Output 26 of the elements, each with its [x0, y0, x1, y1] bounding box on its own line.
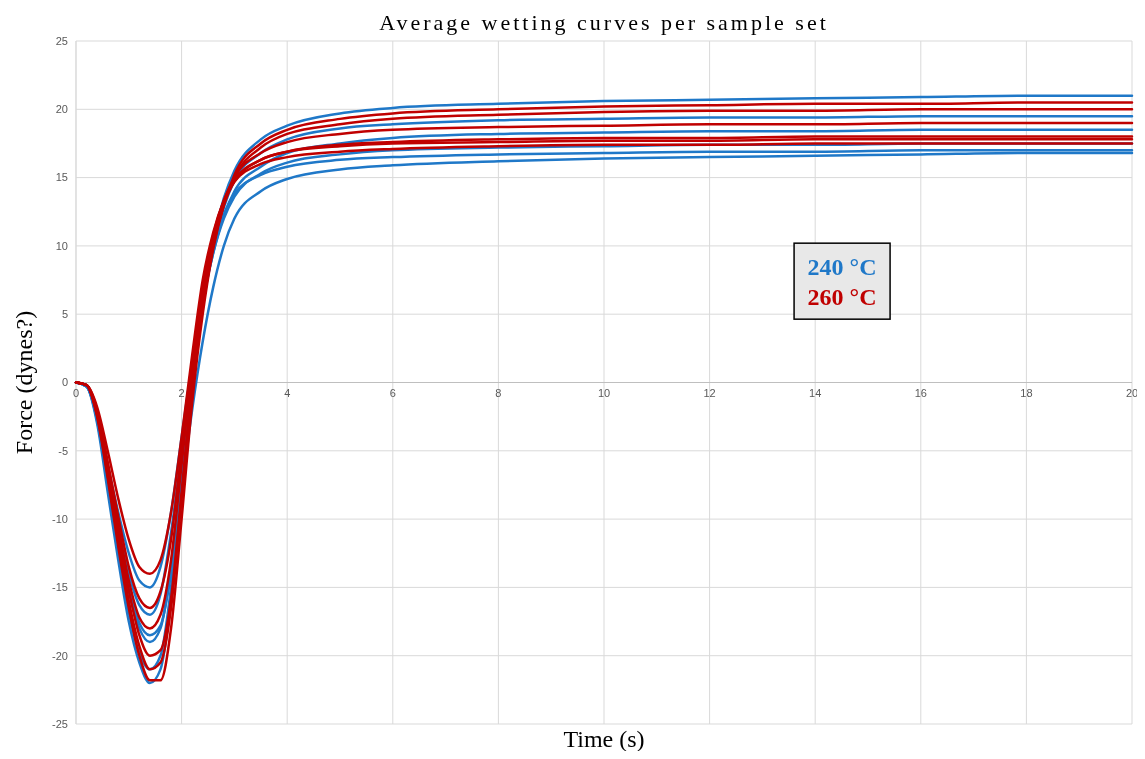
y-tick-label: 15: [55, 171, 68, 184]
y-axis-title: Force (dynes?): [11, 310, 37, 455]
y-tick-label: -10: [52, 512, 68, 525]
y-tick-label: 5: [61, 308, 68, 321]
x-tick-label: 0: [72, 386, 80, 399]
x-tick-label: 2: [178, 386, 185, 399]
text: 260 °C: [807, 284, 877, 311]
x-tick-label: 18: [1020, 386, 1033, 399]
y-tick-label: 20: [55, 103, 68, 116]
x-tick-label: 14: [809, 386, 822, 399]
y-tick-label: -20: [52, 649, 68, 662]
x-tick-label: 12: [703, 386, 716, 399]
x-tick-label: 10: [597, 386, 611, 399]
text: 240 °C: [807, 254, 877, 281]
y-tick-label: -15: [52, 581, 68, 594]
x-tick-label: 8: [495, 386, 502, 399]
y-tick-label: 25: [55, 34, 68, 47]
x-tick-label: 16: [914, 386, 927, 399]
y-tick-label: 10: [55, 239, 68, 252]
y-tick-label: -5: [58, 444, 68, 457]
y-tick-label: 0: [61, 376, 68, 389]
x-tick-label: 6: [389, 386, 396, 399]
x-tick-label: 4: [284, 386, 291, 399]
x-tick-label: 20: [1125, 386, 1139, 399]
chart-title: Average wetting curves per sample set: [379, 10, 829, 35]
y-tick-label: -25: [52, 717, 68, 730]
